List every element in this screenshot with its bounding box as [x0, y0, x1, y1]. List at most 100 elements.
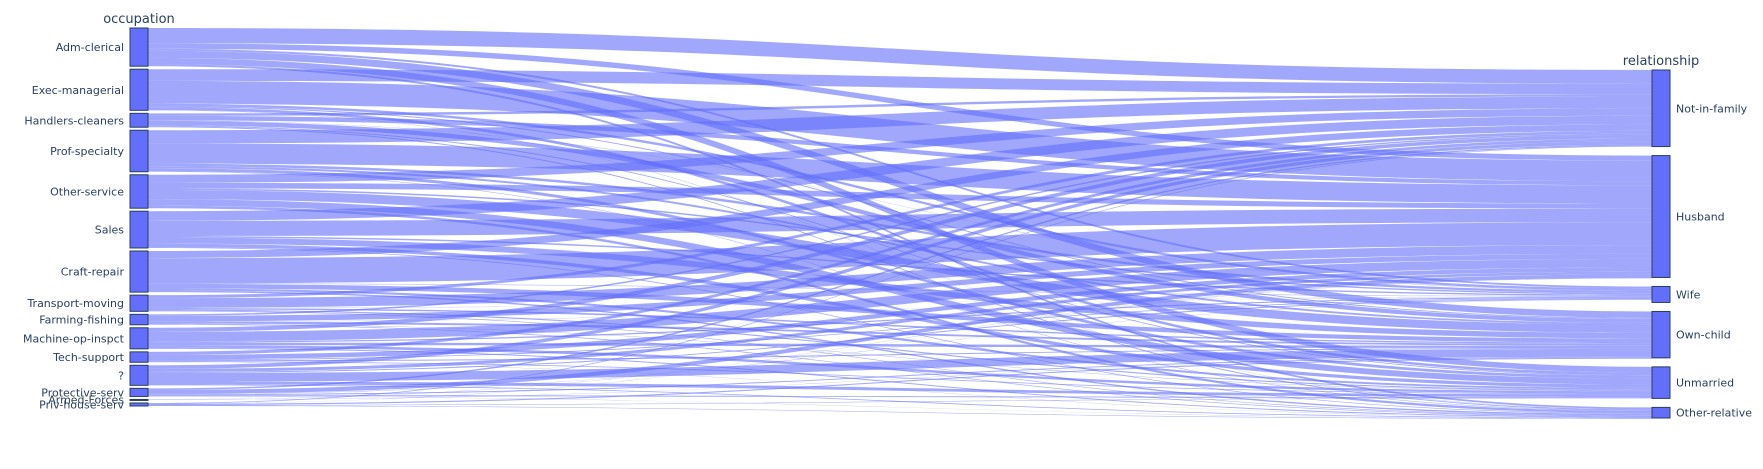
- ribbon-farming-fishing-to-not-in-family[interactable]: [148, 133, 1652, 316]
- category-bar-husband[interactable]: [1651, 155, 1671, 278]
- ribbon-sales-to-unmarried[interactable]: [148, 243, 1652, 388]
- ribbon-adm-clerical-to-own-child[interactable]: [148, 50, 1652, 318]
- category-bar-farming-fishing[interactable]: [129, 313, 149, 326]
- ribbon-protective-serv-to-unmarried[interactable]: [148, 395, 1652, 398]
- ribbon-priv-house-serv-to-not-in-family[interactable]: [148, 145, 1652, 404]
- category-bar-wife[interactable]: [1651, 285, 1671, 303]
- ribbon-unknown-to-other-relative[interactable]: [148, 384, 1652, 419]
- ribbon-unknown-to-unmarried[interactable]: [148, 381, 1652, 398]
- ribbon-machine-op-inspct-to-husband[interactable]: [148, 258, 1652, 342]
- dimension-title-occupation[interactable]: occupation: [103, 12, 175, 27]
- ribbon-armed-forces-to-own-child[interactable]: [148, 357, 1652, 400]
- ribbon-sales-to-wife[interactable]: [148, 236, 1652, 296]
- category-label-farming-fishing: Farming-fishing: [39, 314, 124, 327]
- ribbon-craft-repair-to-husband[interactable]: [148, 222, 1652, 284]
- ribbon-adm-clerical-to-not-in-family[interactable]: [148, 28, 1652, 84]
- ribbon-farming-fishing-to-husband[interactable]: [148, 253, 1652, 322]
- ribbon-unknown-to-husband[interactable]: [148, 271, 1652, 372]
- category-bar-tech-support[interactable]: [129, 351, 149, 363]
- ribbon-machine-op-inspct-to-unmarried[interactable]: [148, 345, 1652, 394]
- ribbon-sales-to-husband[interactable]: [148, 208, 1652, 237]
- ribbon-exec-managerial-to-not-in-family[interactable]: [148, 69, 1652, 95]
- ribbon-other-service-to-not-in-family[interactable]: [148, 108, 1652, 183]
- ribbon-transport-moving-to-unmarried[interactable]: [148, 309, 1652, 391]
- ribbon-handlers-cleaners-to-not-in-family[interactable]: [148, 94, 1652, 116]
- category-label-armed-forces: Armed-Forces: [48, 394, 124, 407]
- category-bar-adm-clerical[interactable]: [129, 27, 149, 67]
- ribbon-priv-house-serv-to-unmarried[interactable]: [148, 397, 1652, 406]
- ribbon-adm-clerical-to-other-relative[interactable]: [148, 64, 1652, 410]
- ribbon-adm-clerical-to-husband[interactable]: [148, 43, 1652, 161]
- ribbon-farming-fishing-to-unmarried[interactable]: [148, 323, 1652, 392]
- ribbon-other-service-to-unmarried[interactable]: [148, 199, 1652, 385]
- category-label-other-relative: Other-relative: [1676, 407, 1752, 420]
- category-bar-protective-serv[interactable]: [129, 387, 149, 397]
- ribbon-tech-support-to-wife[interactable]: [148, 297, 1652, 361]
- category-label-protective-serv: Protective-serv: [41, 386, 124, 399]
- ribbon-priv-house-serv-to-own-child[interactable]: [148, 357, 1652, 405]
- ribbon-armed-forces-to-not-in-family[interactable]: [148, 145, 1652, 400]
- category-bar-prof-specialty[interactable]: [129, 129, 149, 173]
- ribbon-protective-serv-to-wife[interactable]: [148, 299, 1652, 395]
- category-bar-other-service[interactable]: [129, 174, 149, 209]
- category-label-craft-repair: Craft-repair: [61, 266, 125, 279]
- ribbon-other-service-to-other-relative[interactable]: [148, 205, 1652, 414]
- category-bar-sales[interactable]: [129, 210, 149, 249]
- ribbon-machine-op-inspct-to-wife[interactable]: [148, 296, 1652, 343]
- category-bar-machine-op-inspct[interactable]: [129, 327, 149, 350]
- ribbon-handlers-cleaners-to-wife[interactable]: [148, 120, 1652, 291]
- category-bar-armed-forces[interactable]: [129, 398, 149, 401]
- ribbon-transport-moving-to-own-child[interactable]: [148, 307, 1652, 344]
- ribbon-tech-support-to-not-in-family[interactable]: [148, 138, 1652, 355]
- ribbon-tech-support-to-husband[interactable]: [148, 267, 1652, 360]
- ribbon-prof-specialty-to-not-in-family[interactable]: [148, 96, 1652, 144]
- category-label-not-in-family: Not-in-family: [1676, 102, 1748, 115]
- ribbon-prof-specialty-to-husband[interactable]: [148, 143, 1652, 204]
- ribbon-handlers-cleaners-to-husband[interactable]: [148, 115, 1652, 186]
- ribbon-protective-serv-to-own-child[interactable]: [148, 356, 1652, 396]
- category-label-husband: Husband: [1676, 211, 1725, 224]
- ribbon-exec-managerial-to-own-child[interactable]: [148, 106, 1652, 319]
- category-bar-not-in-family[interactable]: [1651, 69, 1671, 148]
- ribbon-layer: [148, 28, 1652, 419]
- dimension-title-relationship[interactable]: relationship: [1623, 54, 1699, 69]
- ribbon-tech-support-to-own-child[interactable]: [148, 348, 1652, 362]
- category-label-wife: Wife: [1676, 288, 1701, 301]
- ribbon-transport-moving-to-husband[interactable]: [148, 245, 1652, 308]
- category-bar-unmarried[interactable]: [1651, 366, 1671, 399]
- ribbon-unknown-to-own-child[interactable]: [148, 348, 1652, 382]
- ribbon-other-service-to-husband[interactable]: [148, 182, 1652, 209]
- ribbon-machine-op-inspct-to-other-relative[interactable]: [148, 347, 1652, 418]
- ribbon-handlers-cleaners-to-other-relative[interactable]: [148, 126, 1652, 411]
- category-bar-transport-moving[interactable]: [129, 294, 149, 312]
- ribbon-craft-repair-to-unmarried[interactable]: [148, 288, 1652, 390]
- category-bar-own-child[interactable]: [1651, 310, 1671, 359]
- ribbon-machine-op-inspct-to-not-in-family[interactable]: [148, 134, 1652, 332]
- category-label-handlers-cleaners: Handlers-cleaners: [24, 114, 124, 127]
- ribbon-tech-support-to-unmarried[interactable]: [148, 361, 1652, 395]
- ribbon-protective-serv-to-other-relative[interactable]: [148, 396, 1652, 419]
- category-bar-exec-managerial[interactable]: [129, 68, 149, 111]
- ribbon-craft-repair-to-other-relative[interactable]: [148, 290, 1652, 416]
- category-label-adm-clerical: Adm-clerical: [56, 41, 124, 54]
- ribbon-priv-house-serv-to-other-relative[interactable]: [148, 405, 1652, 419]
- ribbon-unknown-to-not-in-family[interactable]: [148, 141, 1652, 369]
- category-bar-handlers-cleaners[interactable]: [129, 112, 149, 128]
- category-label-unmarried: Unmarried: [1676, 377, 1734, 390]
- ribbon-craft-repair-to-not-in-family[interactable]: [148, 124, 1652, 259]
- ribbon-protective-serv-to-not-in-family[interactable]: [148, 144, 1652, 390]
- category-bar-unknown[interactable]: [129, 364, 149, 386]
- ribbon-protective-serv-to-husband[interactable]: [148, 274, 1652, 394]
- category-label-sales: Sales: [95, 224, 125, 237]
- category-label-own-child: Own-child: [1676, 329, 1731, 342]
- category-bar-priv-house-serv[interactable]: [129, 402, 149, 407]
- category-bar-craft-repair[interactable]: [129, 250, 149, 293]
- ribbon-sales-to-not-in-family[interactable]: [148, 115, 1652, 221]
- ribbon-armed-forces-to-husband[interactable]: [148, 278, 1652, 400]
- ribbon-priv-house-serv-to-husband[interactable]: [148, 278, 1652, 404]
- category-label-machine-op-inspct: Machine-op-inspct: [23, 332, 125, 345]
- ribbon-farming-fishing-to-wife[interactable]: [148, 296, 1652, 322]
- ribbon-sales-to-other-relative[interactable]: [148, 247, 1652, 414]
- category-bar-other-relative[interactable]: [1651, 406, 1671, 419]
- ribbon-transport-moving-to-not-in-family[interactable]: [148, 130, 1652, 299]
